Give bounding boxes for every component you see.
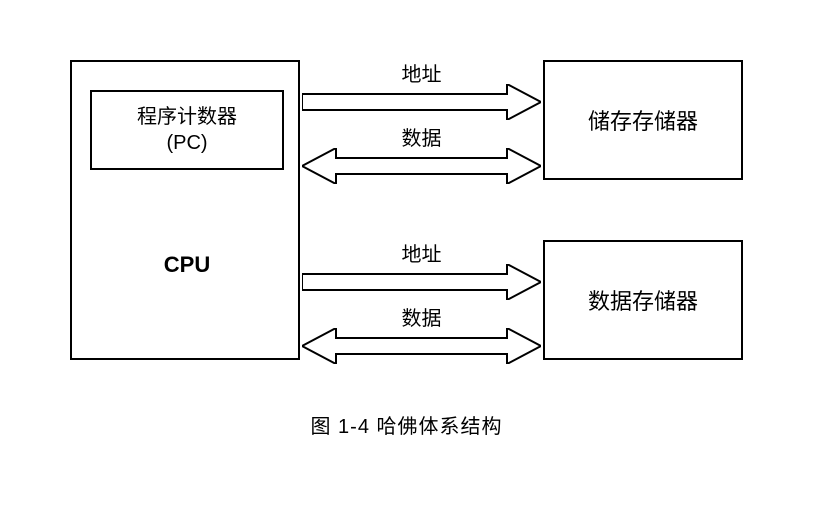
storage-memory-block: 储存存储器 (543, 60, 743, 180)
cpu-label: CPU (72, 252, 302, 278)
data-memory-label: 数据存储器 (588, 284, 698, 316)
arrow3-label: 地址 (302, 238, 541, 267)
arrow4-label: 数据 (302, 302, 541, 331)
data-memory-block: 数据存储器 (543, 240, 743, 360)
data-arrow-2-icon (302, 328, 541, 364)
program-counter-block: 程序计数器 (PC) (90, 90, 284, 170)
storage-memory-label: 储存存储器 (588, 104, 698, 136)
address-arrow-1-icon (302, 84, 541, 120)
arrow1-label: 地址 (302, 58, 541, 87)
data-arrow-1-icon (302, 148, 541, 184)
arrow2-label: 数据 (302, 122, 541, 151)
cpu-block: 程序计数器 (PC) CPU (70, 60, 300, 360)
pc-label-1: 程序计数器 (137, 104, 237, 130)
address-arrow-2-icon (302, 264, 541, 300)
harvard-architecture-diagram: 程序计数器 (PC) CPU 储存存储器 数据存储器 地址 数据 地址 数据 图… (70, 50, 743, 450)
pc-label-2: (PC) (166, 130, 207, 156)
figure-caption: 图 1-4 哈佛体系结构 (70, 410, 743, 439)
